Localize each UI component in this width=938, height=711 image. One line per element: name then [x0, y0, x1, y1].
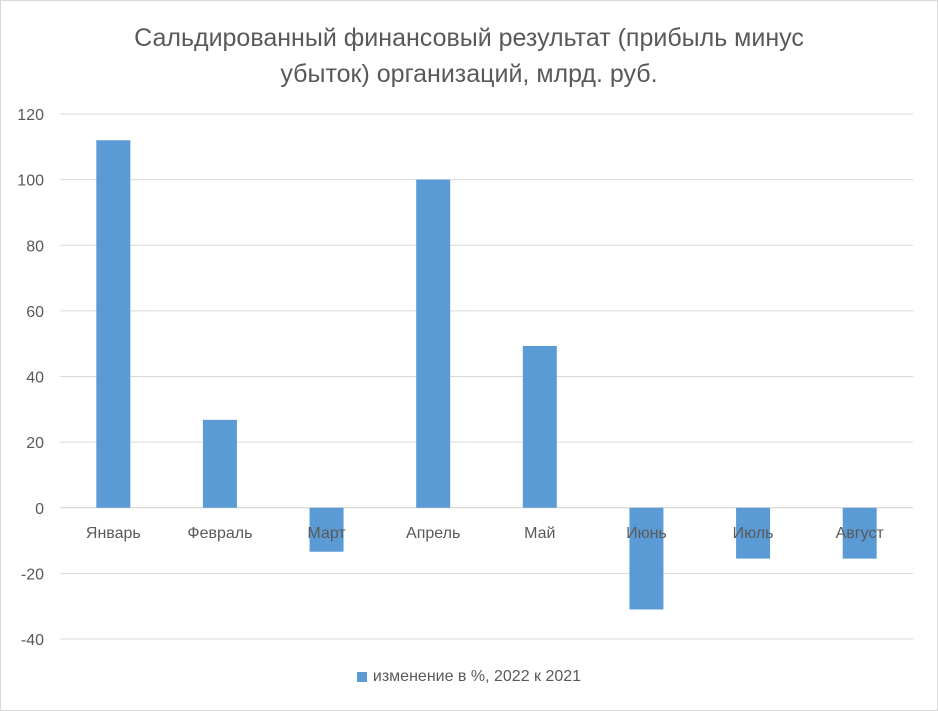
- x-category-label: Май: [524, 525, 555, 542]
- y-tick-label: 0: [35, 501, 44, 518]
- y-tick-label: 120: [17, 107, 44, 124]
- bars: [96, 140, 877, 610]
- bar: [629, 507, 664, 610]
- bar: [202, 419, 237, 508]
- bar: [96, 140, 131, 508]
- bar: [416, 179, 451, 508]
- legend-swatch: [356, 672, 367, 682]
- y-tick-label: 40: [26, 370, 44, 387]
- y-axis-ticks: 120 100 80 60 40 20 0 -20 -40: [17, 107, 44, 649]
- y-tick-label: 20: [26, 435, 44, 452]
- legend-label: изменение в %, 2022 к 2021: [372, 668, 582, 685]
- gridlines: [60, 113, 913, 640]
- x-category-label: Март: [307, 525, 346, 542]
- x-category-label: Апрель: [406, 525, 460, 542]
- y-tick-label: 80: [26, 238, 44, 255]
- x-category-label: Февраль: [187, 525, 252, 542]
- bar: [522, 345, 557, 508]
- x-axis-categories: Январь Февраль Март Апрель Май Июнь Июль Август: [86, 525, 885, 542]
- bar: [842, 507, 877, 559]
- x-category-label: Август: [836, 525, 885, 542]
- bar: [736, 507, 771, 559]
- legend: изменение в %, 2022 к 2021: [0, 668, 938, 686]
- bar: [309, 507, 344, 552]
- y-tick-label: 100: [17, 173, 44, 190]
- y-tick-label: 60: [26, 304, 44, 321]
- y-tick-label: -20: [21, 566, 44, 583]
- y-tick-label: -40: [21, 632, 44, 649]
- x-category-label: Июль: [733, 525, 774, 542]
- chart-title: Сальдированный финансовый результат (при…: [134, 24, 804, 88]
- x-category-label: Январь: [86, 525, 141, 542]
- x-category-label: Июнь: [626, 525, 667, 542]
